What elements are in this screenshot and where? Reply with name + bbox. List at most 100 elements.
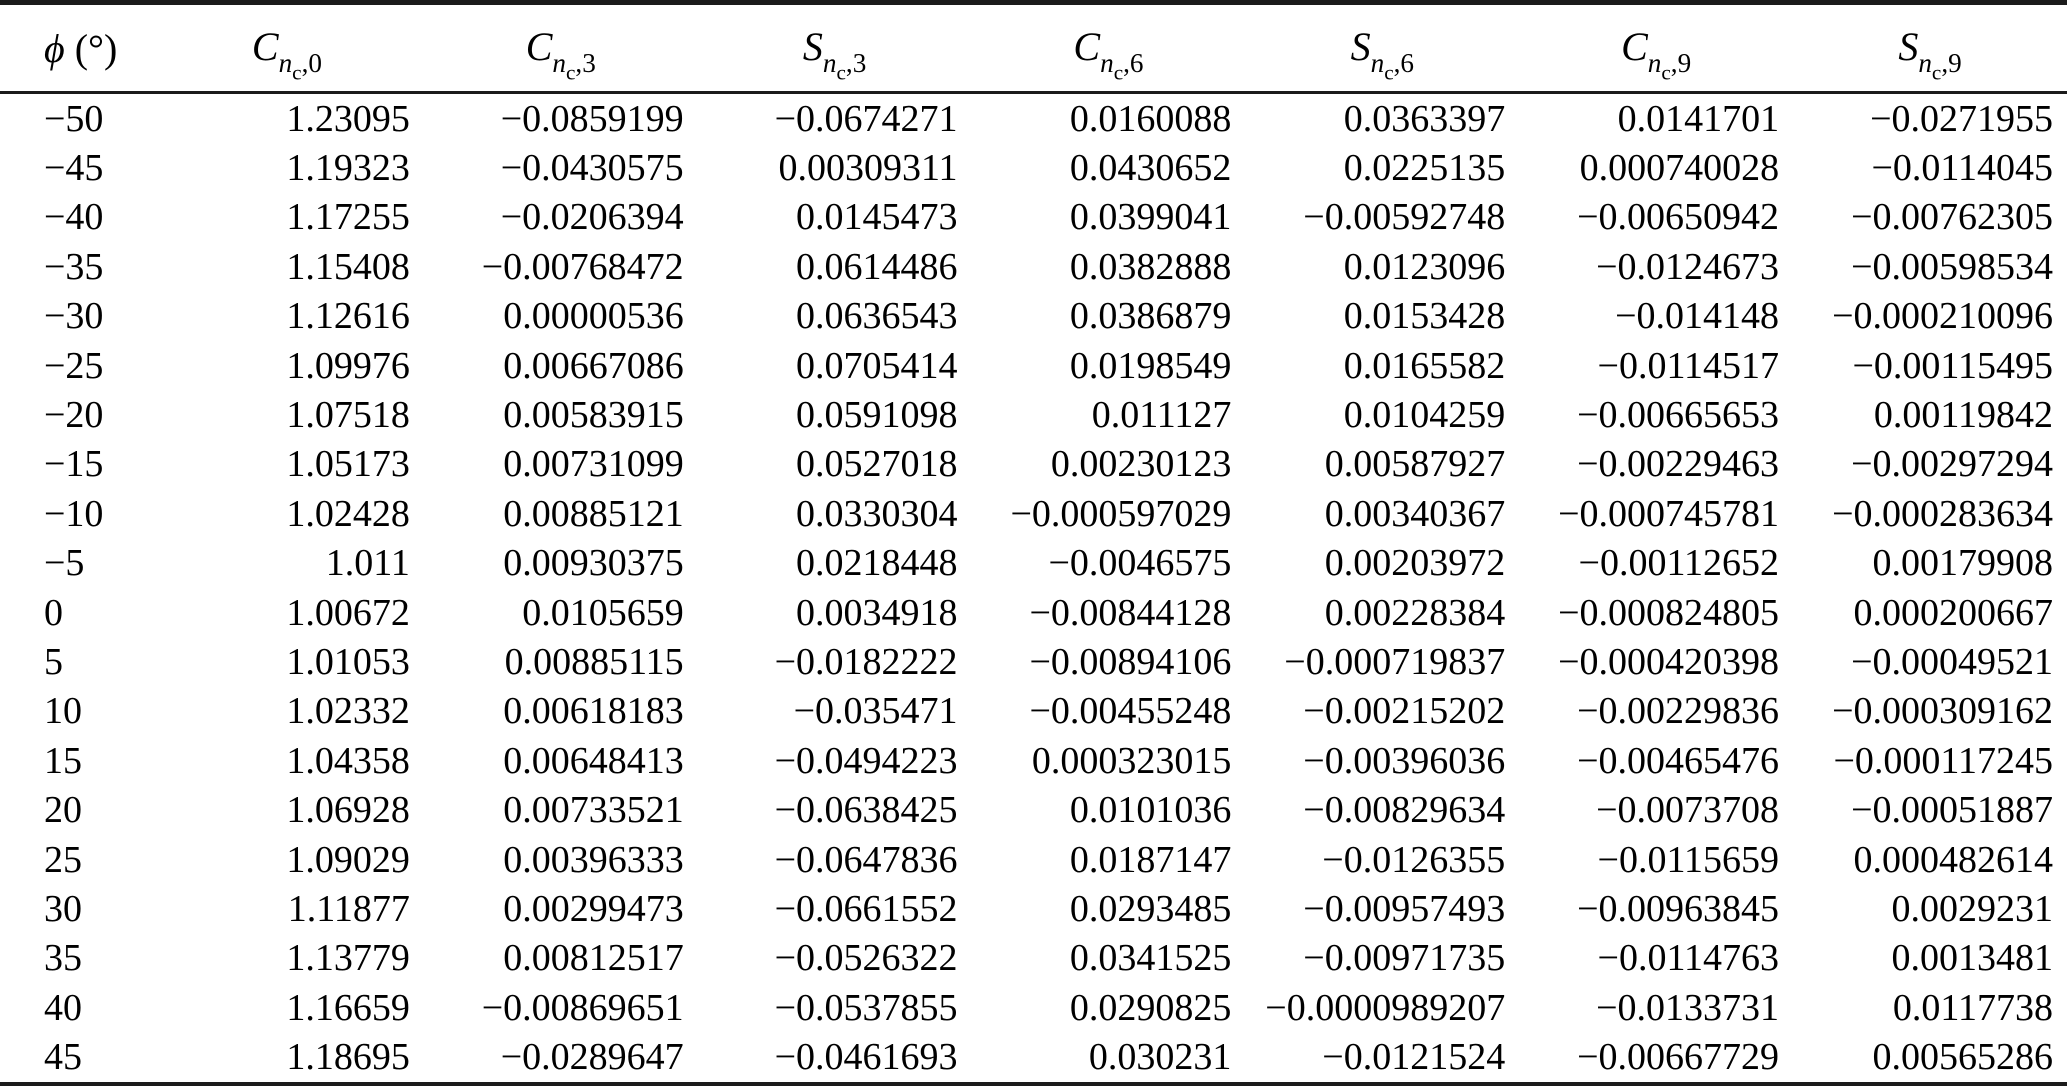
cell-value: −0.0121524 bbox=[1322, 1036, 1506, 1079]
cell-value: 0.0614486 bbox=[796, 245, 958, 288]
column-header-c9: Cnc,9 bbox=[1519, 2, 1794, 94]
cell-value: −0.000283634 bbox=[1832, 492, 2053, 535]
table-row: −40 1.17255 −0.0206394 0.0145473 0.0399041 −0… bbox=[0, 193, 2067, 242]
coef-subsub-c: c bbox=[836, 60, 846, 85]
column-header-c0: Cnc,0 bbox=[150, 2, 424, 94]
cell-value: −0.00229463 bbox=[1577, 443, 1780, 486]
coef-sub-n: n bbox=[1370, 48, 1385, 79]
cell-value: −0.00051887 bbox=[1851, 789, 2053, 832]
cell-value: −0.0638425 bbox=[774, 789, 958, 832]
cell-value: 1.07518 bbox=[286, 394, 410, 437]
phi-unit: (°) bbox=[64, 25, 118, 71]
cell-phi: −5 bbox=[44, 542, 85, 585]
cell-value: 1.01053 bbox=[286, 640, 410, 683]
table-row: 30 1.11877 0.00299473 −0.0661552 0.0293485 −0… bbox=[0, 884, 2067, 933]
cell-value: 1.00672 bbox=[286, 591, 410, 634]
cell-phi: 20 bbox=[44, 789, 82, 832]
cell-phi: 35 bbox=[44, 937, 82, 980]
cell-value: −0.00768472 bbox=[481, 245, 684, 288]
coef-letter: S bbox=[1350, 24, 1371, 70]
cell-value: −0.00762305 bbox=[1851, 196, 2053, 239]
cell-value: 1.09029 bbox=[286, 838, 410, 881]
cell-value: 0.0034918 bbox=[796, 591, 958, 634]
cell-value: 0.0330304 bbox=[796, 492, 958, 535]
cell-value: 0.00731099 bbox=[503, 443, 684, 486]
coef-subsub-c: c bbox=[1113, 60, 1124, 85]
cell-value: −0.0674271 bbox=[774, 97, 958, 140]
column-header-s6: Snc,6 bbox=[1245, 2, 1520, 94]
cell-value: −0.00829634 bbox=[1303, 789, 1506, 832]
coef-letter: C bbox=[1073, 24, 1101, 70]
table-row: −35 1.15408 −0.00768472 0.0614486 0.0382888 0… bbox=[0, 242, 2067, 291]
cell-value: 0.0382888 bbox=[1069, 245, 1232, 288]
cell-value: 0.0430652 bbox=[1069, 147, 1232, 190]
cell-phi: −15 bbox=[44, 443, 104, 486]
cell-value: −0.00894106 bbox=[1029, 640, 1232, 683]
cell-value: −0.00598534 bbox=[1851, 245, 2053, 288]
cell-value: 0.0225135 bbox=[1343, 147, 1506, 190]
cell-value: 0.0290825 bbox=[1069, 986, 1232, 1029]
cell-value: 0.00733521 bbox=[503, 789, 684, 832]
cell-value: −0.00455248 bbox=[1029, 690, 1232, 733]
coef-letter: C bbox=[525, 24, 553, 70]
cell-value: −0.0133731 bbox=[1596, 986, 1780, 1029]
cell-value: 0.00119842 bbox=[1873, 394, 2053, 437]
cell-value: −0.0114517 bbox=[1597, 344, 1780, 387]
cell-phi: 45 bbox=[44, 1036, 82, 1079]
cell-value: 0.030231 bbox=[1088, 1036, 1232, 1079]
cell-value: 0.00648413 bbox=[503, 739, 684, 782]
table-row: 40 1.16659 −0.00869651 −0.0537855 0.0290825−… bbox=[0, 983, 2067, 1032]
cell-value: −0.00963845 bbox=[1577, 887, 1780, 930]
cell-value: 1.16659 bbox=[286, 986, 410, 1029]
cell-value: 1.19323 bbox=[286, 147, 410, 190]
cell-value: −0.0115659 bbox=[1597, 838, 1780, 881]
coef-index: ,3 bbox=[845, 48, 867, 79]
cell-value: −0.000745781 bbox=[1558, 492, 1780, 535]
cell-value: −0.00665653 bbox=[1577, 394, 1780, 437]
coef-letter: C bbox=[1621, 24, 1648, 70]
coef-index: ,9 bbox=[1941, 48, 1962, 79]
coef-sub-n: n bbox=[552, 48, 566, 79]
column-header-c3: Cnc,3 bbox=[423, 2, 698, 94]
cell-value: 0.0105659 bbox=[522, 591, 684, 634]
cell-value: 0.000482614 bbox=[1853, 838, 2054, 881]
coef-index: ,6 bbox=[1393, 48, 1414, 79]
cell-value: 0.0160088 bbox=[1069, 97, 1232, 140]
cell-value: 0.0187147 bbox=[1069, 838, 1232, 881]
cell-value: −0.00667729 bbox=[1577, 1036, 1780, 1079]
cell-value: −0.000210096 bbox=[1832, 295, 2053, 338]
cell-value: −0.00112652 bbox=[1578, 542, 1780, 585]
cell-phi: 40 bbox=[44, 986, 82, 1029]
cell-value: 0.0591098 bbox=[796, 394, 958, 437]
table-row: 15 1.04358 0.00648413 −0.0494223 0.000323015… bbox=[0, 736, 2067, 785]
cell-value: 1.02332 bbox=[286, 690, 410, 733]
cell-phi: −25 bbox=[44, 344, 104, 387]
cell-value: 0.0117738 bbox=[1892, 986, 2053, 1029]
coef-sub-n: n bbox=[1100, 48, 1114, 79]
table-header: ϕ (°) Cnc,0 Cnc,3 Snc,3 Cnc,6 Snc,6 Cnc,9 Snc,9 bbox=[0, 2, 2067, 94]
cell-value: 0.000323015 bbox=[1031, 739, 1232, 782]
cell-phi: 25 bbox=[44, 838, 82, 881]
cell-value: −0.0461693 bbox=[774, 1036, 958, 1079]
table-row: 45 1.18695 −0.0289647 −0.0461693 0.030231 −0.… bbox=[0, 1032, 2067, 1083]
table-row: 35 1.13779 0.00812517 −0.0526322 0.0341525 −0… bbox=[0, 934, 2067, 983]
column-header-c6: Cnc,6 bbox=[971, 2, 1246, 94]
cell-value: 0.00228384 bbox=[1324, 591, 1506, 634]
column-header-s9: Snc,9 bbox=[1793, 2, 2067, 94]
cell-value: 0.00000536 bbox=[503, 295, 684, 338]
coef-index: ,0 bbox=[301, 48, 322, 79]
coef-letter: C bbox=[251, 24, 279, 70]
cell-value: 0.00179908 bbox=[1872, 542, 2054, 585]
cell-value: 0.00930375 bbox=[503, 542, 684, 585]
cell-value: 1.11877 bbox=[287, 887, 410, 930]
cell-value: −0.000309162 bbox=[1832, 690, 2053, 733]
coef-index: ,3 bbox=[575, 48, 596, 79]
cell-value: 0.0386879 bbox=[1069, 295, 1232, 338]
cell-value: −0.014148 bbox=[1615, 295, 1780, 338]
cell-value: 0.0145473 bbox=[796, 196, 958, 239]
cell-value: −0.00229836 bbox=[1577, 690, 1780, 733]
cell-value: 0.0198549 bbox=[1069, 344, 1232, 387]
table-row: 10 1.02332 0.00618183 −0.035471 −0.00455248 −… bbox=[0, 687, 2067, 736]
cell-value: −0.00215202 bbox=[1303, 690, 1506, 733]
table-row: 20 1.06928 0.00733521 −0.0638425 0.0101036 −0… bbox=[0, 785, 2067, 834]
